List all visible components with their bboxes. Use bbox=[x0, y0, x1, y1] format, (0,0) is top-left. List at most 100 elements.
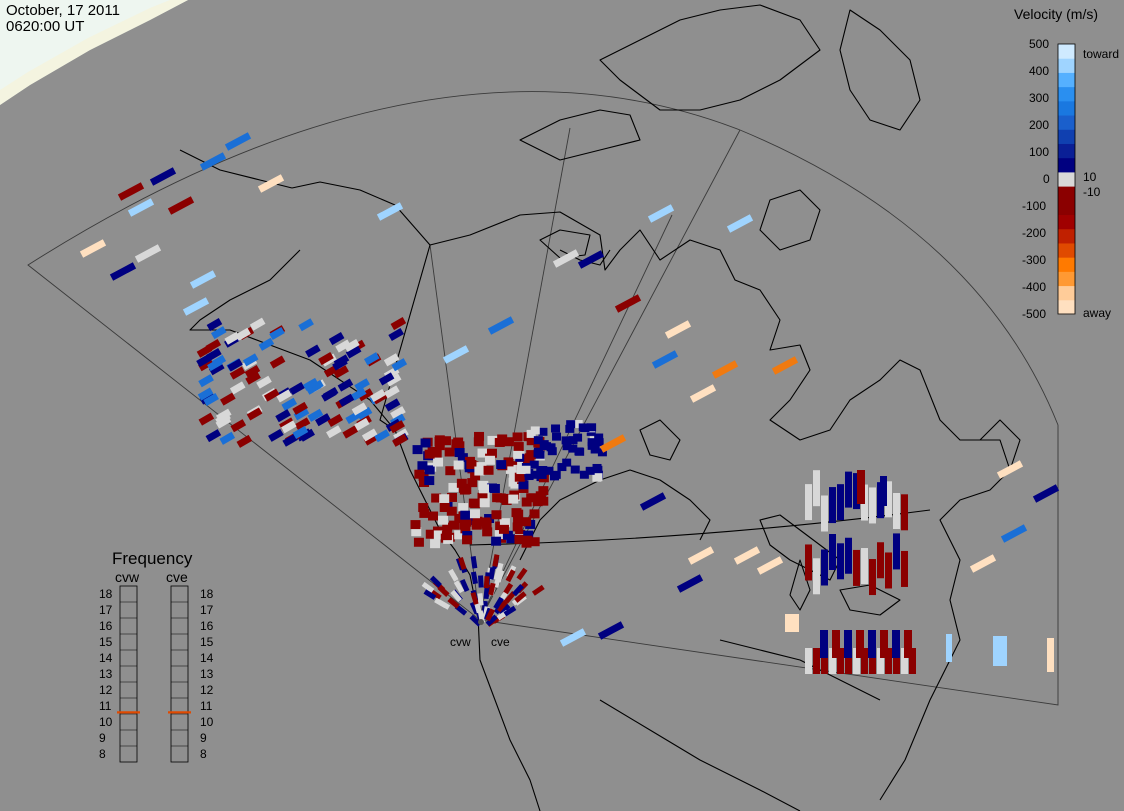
radar-cell bbox=[993, 636, 1007, 666]
radar-cell bbox=[230, 419, 247, 433]
radar-cell bbox=[901, 550, 908, 587]
radar-cell bbox=[853, 648, 860, 674]
radar-cell bbox=[495, 493, 506, 503]
frequency-gauge-cvw bbox=[119, 585, 138, 763]
radar-cell bbox=[449, 520, 460, 530]
radar-cell bbox=[893, 648, 900, 674]
radar-cell bbox=[149, 167, 177, 186]
radar-cell bbox=[345, 345, 362, 359]
radar-cell bbox=[733, 546, 761, 565]
radar-cell bbox=[417, 461, 428, 471]
radar-cell bbox=[853, 549, 860, 586]
radar-cell bbox=[505, 569, 516, 583]
frequency-level-label: 18 bbox=[200, 587, 214, 601]
radar-cell bbox=[227, 358, 243, 372]
radar-cell bbox=[344, 338, 360, 353]
radar-cell bbox=[687, 546, 715, 565]
radar-cell bbox=[483, 465, 494, 475]
colorbar-segment bbox=[1058, 285, 1075, 301]
radar-cell bbox=[431, 448, 442, 458]
radar-cell bbox=[292, 425, 309, 439]
radar-cell bbox=[433, 530, 444, 540]
radar-cell bbox=[813, 648, 820, 674]
radar-cell bbox=[326, 425, 342, 439]
colorbar-segment bbox=[1058, 72, 1075, 88]
radar-cell bbox=[512, 522, 523, 532]
radar-cell bbox=[599, 434, 627, 453]
radar-cell bbox=[529, 460, 539, 469]
radar-cell bbox=[439, 494, 450, 504]
radar-cell bbox=[494, 437, 505, 447]
radar-cell bbox=[299, 428, 315, 442]
frequency-level-label: 17 bbox=[200, 603, 214, 617]
velocity-tick-label: 200 bbox=[1029, 118, 1050, 132]
radar-cell bbox=[877, 648, 884, 674]
radar-cell bbox=[487, 435, 498, 445]
radar-cell bbox=[353, 417, 370, 431]
radar-cell bbox=[869, 648, 876, 674]
velocity-side-label: -10 bbox=[1083, 185, 1101, 199]
radar-cell bbox=[423, 589, 437, 600]
radar-cell bbox=[486, 483, 497, 493]
radar-cell bbox=[388, 327, 404, 342]
radar-cell bbox=[389, 420, 405, 434]
radar-cell bbox=[220, 392, 236, 406]
radar-cell bbox=[342, 425, 359, 439]
colorbar-segment bbox=[1058, 58, 1075, 73]
radar-cell bbox=[445, 466, 456, 476]
radar-cell bbox=[198, 374, 214, 388]
radar-cell bbox=[496, 599, 508, 613]
radar-cell bbox=[245, 371, 261, 385]
frequency-level-label: 10 bbox=[200, 715, 214, 729]
radar-cell bbox=[483, 576, 490, 589]
radar-cell bbox=[418, 503, 429, 513]
site-label-cve: cve bbox=[491, 635, 510, 649]
radar-cell bbox=[485, 608, 496, 622]
colorbar-segment bbox=[1058, 100, 1075, 116]
radar-cell bbox=[459, 485, 470, 495]
radar-cell bbox=[459, 578, 470, 592]
radar-cell bbox=[392, 433, 408, 447]
radar-cell bbox=[526, 493, 537, 503]
radar-cell bbox=[504, 591, 516, 604]
radar-cell bbox=[785, 614, 799, 632]
radar-cell bbox=[539, 440, 549, 449]
frequency-level-label: 13 bbox=[200, 667, 214, 681]
radar-cell bbox=[410, 520, 421, 530]
radar-cell bbox=[474, 431, 485, 441]
radar-cell bbox=[450, 589, 462, 603]
radar-cell bbox=[496, 460, 507, 470]
time-label: 0620:00 UT bbox=[6, 18, 85, 35]
velocity-tick-label: 300 bbox=[1029, 91, 1050, 105]
radar-cell bbox=[513, 450, 523, 459]
radar-cell bbox=[574, 447, 584, 456]
radar-cell bbox=[513, 516, 524, 526]
frequency-gauge-cve bbox=[170, 585, 189, 763]
radar-cell bbox=[491, 510, 502, 520]
radar-cell bbox=[462, 535, 473, 545]
radar-cell bbox=[257, 174, 285, 193]
radar-cell bbox=[592, 463, 602, 472]
radar-cell bbox=[885, 648, 892, 674]
radar-cell bbox=[197, 387, 214, 401]
radar-cell bbox=[639, 492, 667, 511]
radar-cell bbox=[845, 537, 852, 574]
radar-cell bbox=[337, 378, 354, 392]
site-label-cvw: cvw bbox=[450, 635, 471, 649]
radar-cell bbox=[391, 358, 408, 372]
radar-cell bbox=[869, 487, 876, 524]
radar-cell bbox=[468, 498, 479, 508]
radar-cell bbox=[327, 413, 344, 427]
radar-cell bbox=[442, 522, 453, 532]
radar-cell bbox=[244, 364, 261, 379]
radar-cell bbox=[335, 339, 351, 353]
radar-cell bbox=[483, 586, 490, 599]
radar-cell bbox=[892, 630, 900, 658]
radar-cell bbox=[293, 407, 310, 421]
radar-cell bbox=[460, 510, 471, 520]
radar-cell bbox=[414, 469, 425, 479]
radar-cell bbox=[282, 433, 299, 447]
velocity-tick-label: 0 bbox=[1043, 172, 1050, 186]
radar-cell bbox=[522, 535, 533, 545]
